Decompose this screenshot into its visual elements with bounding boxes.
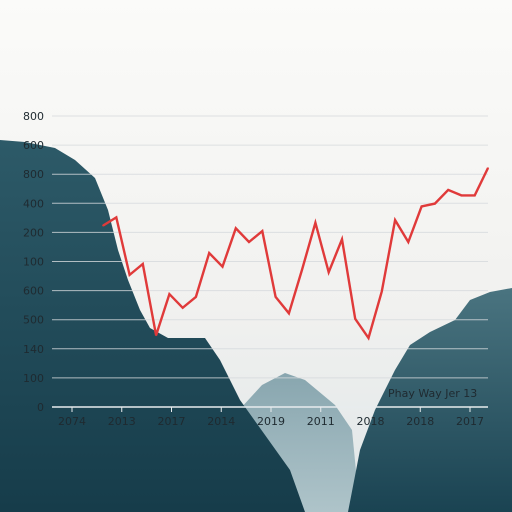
data-point xyxy=(155,334,157,337)
x-tick-label: 2014 xyxy=(207,415,235,428)
series-group xyxy=(102,167,490,341)
y-tick-label: 800 xyxy=(23,168,44,181)
y-tick-label: 600 xyxy=(23,285,44,298)
data-point xyxy=(420,205,423,208)
data-point xyxy=(447,189,450,191)
data-point xyxy=(221,265,224,268)
data-point xyxy=(235,227,237,230)
right-mountain xyxy=(348,288,512,512)
y-tick-label: 100 xyxy=(23,372,44,385)
data-point xyxy=(341,238,343,241)
data-point xyxy=(460,194,463,197)
series-line xyxy=(102,167,490,341)
data-point xyxy=(381,290,383,293)
data-point xyxy=(102,224,104,227)
x-tick-label: 2019 xyxy=(257,415,285,428)
y-axis-tick-labels: 800 600 800 400 200 100 600 500 140 100 0 xyxy=(23,110,44,414)
x-tick-label: 2017 xyxy=(158,415,186,428)
data-point xyxy=(208,252,210,254)
y-tick-label: 600 xyxy=(23,139,44,152)
y-tick-label: 100 xyxy=(23,256,44,269)
data-point xyxy=(181,307,184,309)
data-point xyxy=(314,222,317,224)
data-point xyxy=(367,337,370,339)
x-tick-label: 2011 xyxy=(307,415,335,428)
x-tick-label: 2013 xyxy=(108,415,136,428)
x-tick-label: 2017 xyxy=(456,415,484,428)
x-axis-tick-labels: 2074 2013 2017 2014 2019 2011 2018 2018 2017 xyxy=(58,415,484,428)
y-tick-label: 140 xyxy=(23,343,44,356)
left-mountain xyxy=(0,140,305,512)
data-point xyxy=(473,194,476,197)
data-point xyxy=(434,202,436,205)
y-tick-label: 800 xyxy=(23,110,44,123)
data-point xyxy=(248,241,250,243)
chart-annotation: Phay Way Jer 13 xyxy=(388,387,477,400)
y-tick-label: 200 xyxy=(23,226,44,239)
data-point xyxy=(301,268,303,271)
data-point xyxy=(487,167,489,169)
data-point xyxy=(407,241,410,243)
data-point xyxy=(288,312,290,315)
data-point xyxy=(195,296,197,298)
data-point xyxy=(354,318,357,320)
data-point xyxy=(327,271,330,274)
data-point xyxy=(115,216,118,219)
x-tick-label: 2018 xyxy=(406,415,434,428)
data-point xyxy=(142,263,144,265)
data-point xyxy=(261,230,264,232)
axes xyxy=(52,406,488,412)
x-tick-label: 2074 xyxy=(58,415,86,428)
y-tick-label: 400 xyxy=(23,197,44,210)
y-tick-label: 500 xyxy=(23,314,44,327)
y-tick-label: 0 xyxy=(37,401,44,414)
data-point xyxy=(128,274,131,276)
data-point xyxy=(168,293,171,295)
x-tick-label: 2018 xyxy=(357,415,385,428)
data-point xyxy=(394,219,396,221)
data-point xyxy=(274,296,277,298)
